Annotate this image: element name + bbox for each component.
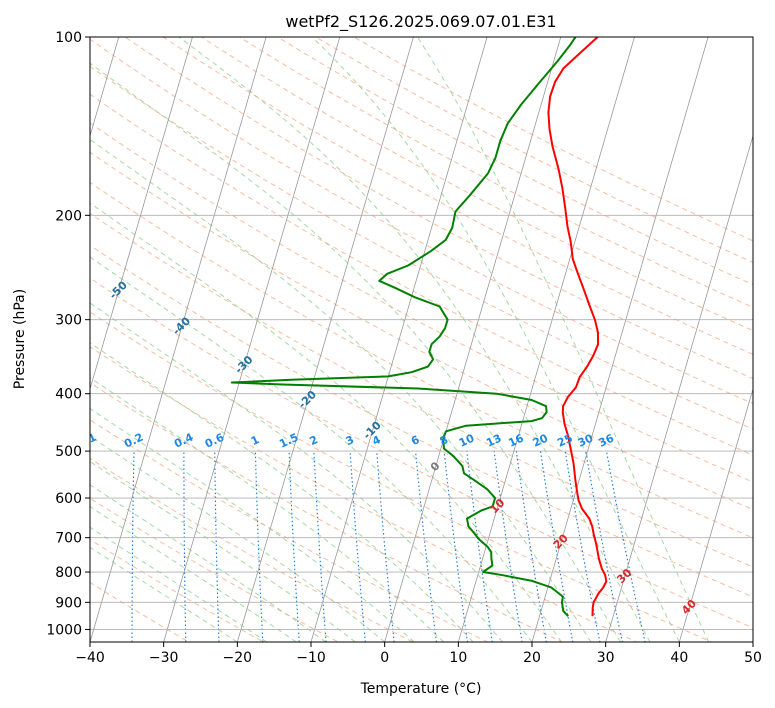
dry-adiabat-line: [90, 311, 713, 642]
isotherms: [90, 37, 753, 642]
dry-adiabat-line: [90, 382, 564, 642]
moist-adiabat-line: [90, 505, 297, 642]
dewpoint-line: [230, 37, 577, 617]
isotherm-line: [384, 37, 562, 642]
x-tick-label: 0: [380, 650, 389, 666]
dry-adiabat-line: [162, 37, 753, 355]
mixing-ratio-label: 20: [531, 431, 551, 449]
x-axis-label: Temperature (°C): [360, 681, 482, 697]
plot-frame: [89, 36, 754, 643]
x-tick-label: −10: [296, 650, 326, 666]
x-tick-label: 30: [597, 650, 615, 666]
dry-adiabat-line: [90, 65, 753, 430]
mixing-ratio-label: 36: [597, 431, 617, 449]
isotherm-line: [605, 134, 753, 642]
pressure-gridlines: [90, 37, 753, 630]
mixing-ratio-line: [82, 451, 88, 654]
y-tick-label: 900: [55, 595, 82, 611]
dry-adiabat-line: [90, 151, 753, 511]
y-axis-ticks: 1000 900 800 700 600 500 400 300 200 100: [46, 30, 90, 638]
isotherm-line: [90, 37, 120, 138]
dry-adiabat-line: [276, 37, 753, 286]
dry-adiabat-line: [90, 277, 753, 629]
x-tick-label: 10: [449, 650, 467, 666]
y-tick-label: 1000: [46, 622, 82, 638]
isotherm-line: [90, 37, 267, 642]
x-tick-label: 20: [523, 650, 541, 666]
dry-adiabat-line: [90, 181, 753, 539]
isotherm-label: -70: [0, 184, 10, 207]
y-tick-label: 100: [55, 30, 82, 46]
dry-adiabat-line: [90, 38, 753, 405]
mixing-ratio-label: 25: [555, 432, 574, 450]
isotherm-label: -60: [47, 230, 70, 253]
profile-lines: [230, 37, 608, 617]
mixing-ratio-label: 16: [506, 431, 526, 449]
isotherm-line: [678, 387, 753, 642]
y-tick-label: 800: [55, 565, 82, 581]
mixing-ratio-label: 30: [576, 431, 596, 449]
x-tick-label: −30: [149, 650, 179, 666]
y-axis-label: Pressure (hPa): [12, 289, 28, 389]
isotherm-line: [531, 37, 709, 642]
temperature-line: [547, 37, 608, 617]
dry-adiabat-line: [90, 497, 340, 642]
x-tick-label: −20: [223, 650, 253, 666]
dry-adiabat-line: [90, 122, 753, 483]
x-axis-ticks: −40 −30 −20 −10 0 10 20 30 40 50: [75, 642, 762, 666]
y-tick-label: 600: [55, 491, 82, 507]
x-tick-label: 50: [744, 650, 762, 666]
moist-adiabat-line: [90, 342, 474, 642]
chart-title: wetPf2_S126.2025.069.07.01.E31: [285, 12, 556, 32]
y-tick-label: 700: [55, 531, 82, 547]
mixing-ratio-label: 10: [457, 431, 477, 449]
moist-adiabat-line: [90, 484, 326, 642]
mixing-ratio-label: 13: [484, 432, 503, 450]
y-tick-label: 500: [55, 444, 82, 460]
moist-adiabat-line: [90, 407, 415, 642]
x-tick-label: −40: [75, 650, 105, 666]
y-tick-label: 300: [55, 313, 82, 329]
isotherm-line: [90, 37, 193, 391]
moist-adiabat-line: [178, 37, 651, 642]
dry-adiabat-line: [90, 457, 415, 642]
moist-adiabat-line: [90, 460, 356, 642]
x-tick-label: 40: [670, 650, 688, 666]
mixing-ratio-label: 0.1: [75, 431, 98, 451]
dry-adiabat-line: [90, 346, 639, 642]
moist-adiabat-line: [90, 377, 444, 642]
isotherm-line: [310, 37, 488, 642]
isotherm-line: [236, 37, 414, 642]
moist-adiabat-line: [90, 526, 268, 642]
y-tick-label: 200: [55, 208, 82, 224]
moist-adiabat-line: [90, 138, 592, 642]
isotherm-line: [163, 37, 341, 642]
dry-adiabat-line: [90, 581, 190, 642]
y-tick-label: 400: [55, 387, 82, 403]
plot-background: [90, 37, 753, 642]
moist-adiabat-line: [311, 37, 680, 642]
moist-adiabat-line: [90, 302, 503, 642]
